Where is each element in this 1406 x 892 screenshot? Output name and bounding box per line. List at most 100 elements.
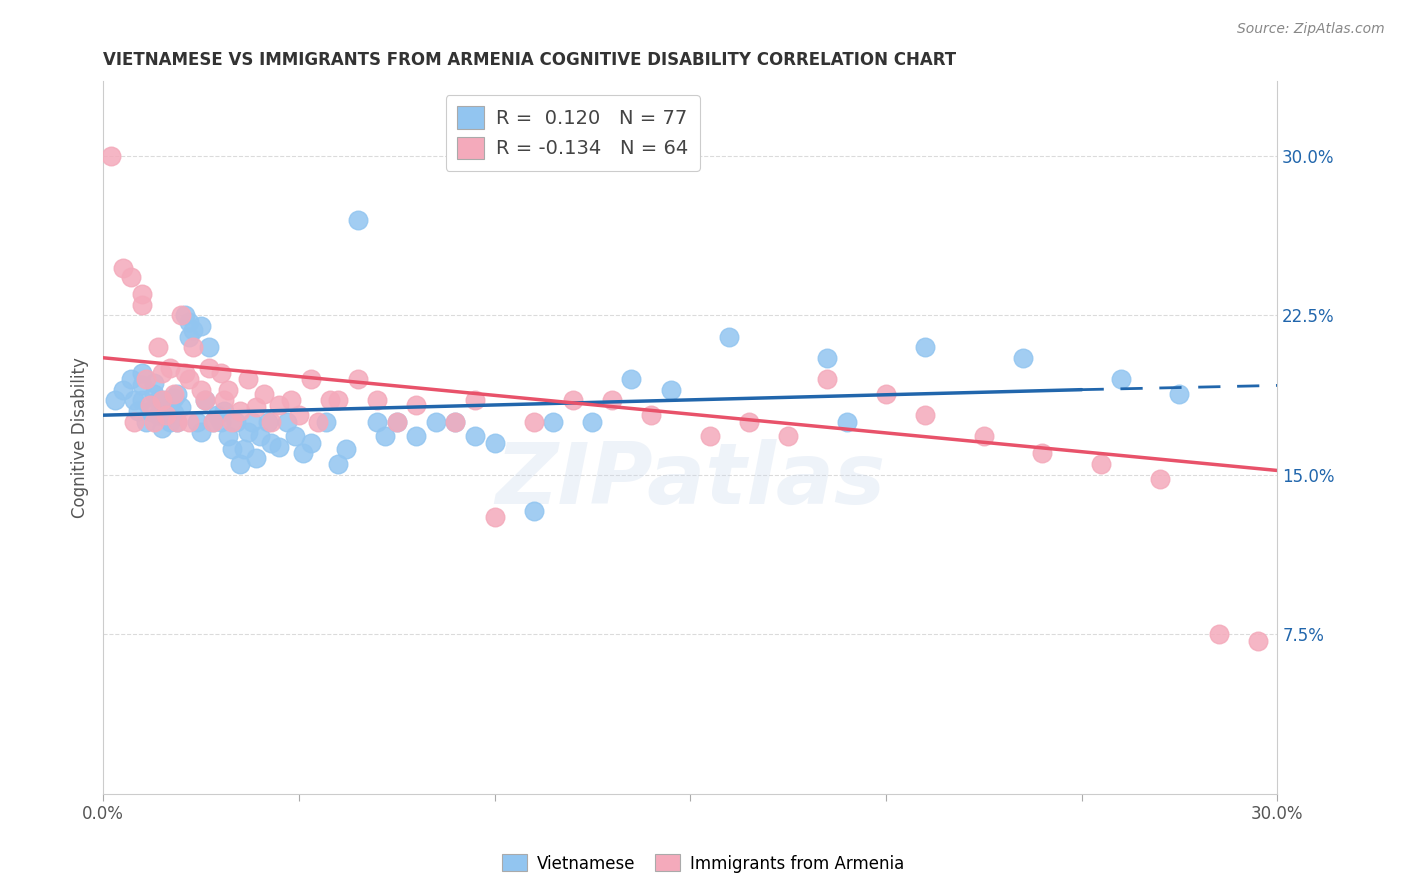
Point [150,404,173,418]
Point [111,383,134,397]
Point [236,372,259,386]
Point [374,429,396,443]
Point [162,387,184,401]
Point [181,323,204,337]
Point [143,387,166,401]
Point [221,415,243,429]
Point [100,149,122,163]
Point [366,415,388,429]
Point [523,504,546,518]
Point [166,415,188,429]
Point [245,400,267,414]
Point [198,361,221,376]
Point [835,415,858,429]
Point [166,415,188,429]
Point [162,391,184,405]
Point [166,387,188,401]
Point [131,393,153,408]
Point [581,415,603,429]
Point [198,340,221,354]
Point [299,435,322,450]
Point [366,393,388,408]
Point [260,435,283,450]
Point [914,340,936,354]
Point [523,415,546,429]
Point [1031,446,1053,460]
Point [1247,633,1270,648]
Point [229,457,252,471]
Point [135,415,157,429]
Point [276,415,298,429]
Text: ZIPatlas: ZIPatlas [495,439,886,522]
Point [425,415,447,429]
Point [291,446,314,460]
Point [284,429,307,443]
Point [229,404,252,418]
Point [718,329,741,343]
Point [120,372,142,386]
Point [190,318,212,333]
Point [385,415,408,429]
Point [159,361,181,376]
Point [405,398,427,412]
Point [179,372,201,386]
Point [124,393,146,408]
Point [315,415,337,429]
Point [1149,472,1171,486]
Point [738,415,761,429]
Point [186,415,208,429]
Point [699,429,721,443]
Point [139,404,162,418]
Point [815,351,838,365]
Point [1208,627,1230,641]
Point [914,408,936,422]
Point [225,415,247,429]
Point [319,393,342,408]
Point [209,415,232,429]
Point [159,398,181,412]
Point [162,406,184,420]
Point [170,400,193,414]
Point [776,429,799,443]
Point [875,387,897,401]
Point [179,329,201,343]
Legend: R =  0.120   N = 77, R = -0.134   N = 64: R = 0.120 N = 77, R = -0.134 N = 64 [446,95,700,170]
Point [561,393,583,408]
Point [131,378,153,392]
Point [194,393,217,408]
Point [326,393,349,408]
Point [143,415,166,429]
Point [269,398,291,412]
Point [600,393,623,408]
Point [124,415,146,429]
Point [484,435,506,450]
Point [214,393,236,408]
Legend: Vietnamese, Immigrants from Armenia: Vietnamese, Immigrants from Armenia [495,847,911,880]
Point [484,510,506,524]
Point [815,372,838,386]
Point [444,415,467,429]
Point [233,442,256,457]
Point [260,415,283,429]
Point [464,429,486,443]
Point [143,376,166,391]
Y-axis label: Cognitive Disability: Cognitive Disability [72,357,89,518]
Point [201,415,224,429]
Point [236,425,259,440]
Point [385,415,408,429]
Point [346,372,368,386]
Point [150,421,173,435]
Point [135,372,157,386]
Point [307,415,329,429]
Point [174,366,197,380]
Point [190,383,212,397]
Point [120,270,142,285]
Point [346,212,368,227]
Point [179,315,201,329]
Point [127,404,149,418]
Text: VIETNAMESE VS IMMIGRANTS FROM ARMENIA COGNITIVE DISABILITY CORRELATION CHART: VIETNAMESE VS IMMIGRANTS FROM ARMENIA CO… [103,51,956,69]
Point [146,408,169,422]
Point [973,429,995,443]
Point [1012,351,1035,365]
Point [249,429,271,443]
